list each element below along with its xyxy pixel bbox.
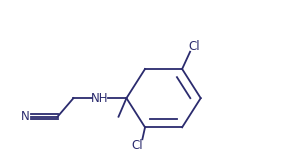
Text: Cl: Cl: [131, 139, 143, 152]
Text: N: N: [21, 110, 30, 123]
Text: Cl: Cl: [188, 40, 200, 53]
Text: NH: NH: [91, 92, 109, 105]
